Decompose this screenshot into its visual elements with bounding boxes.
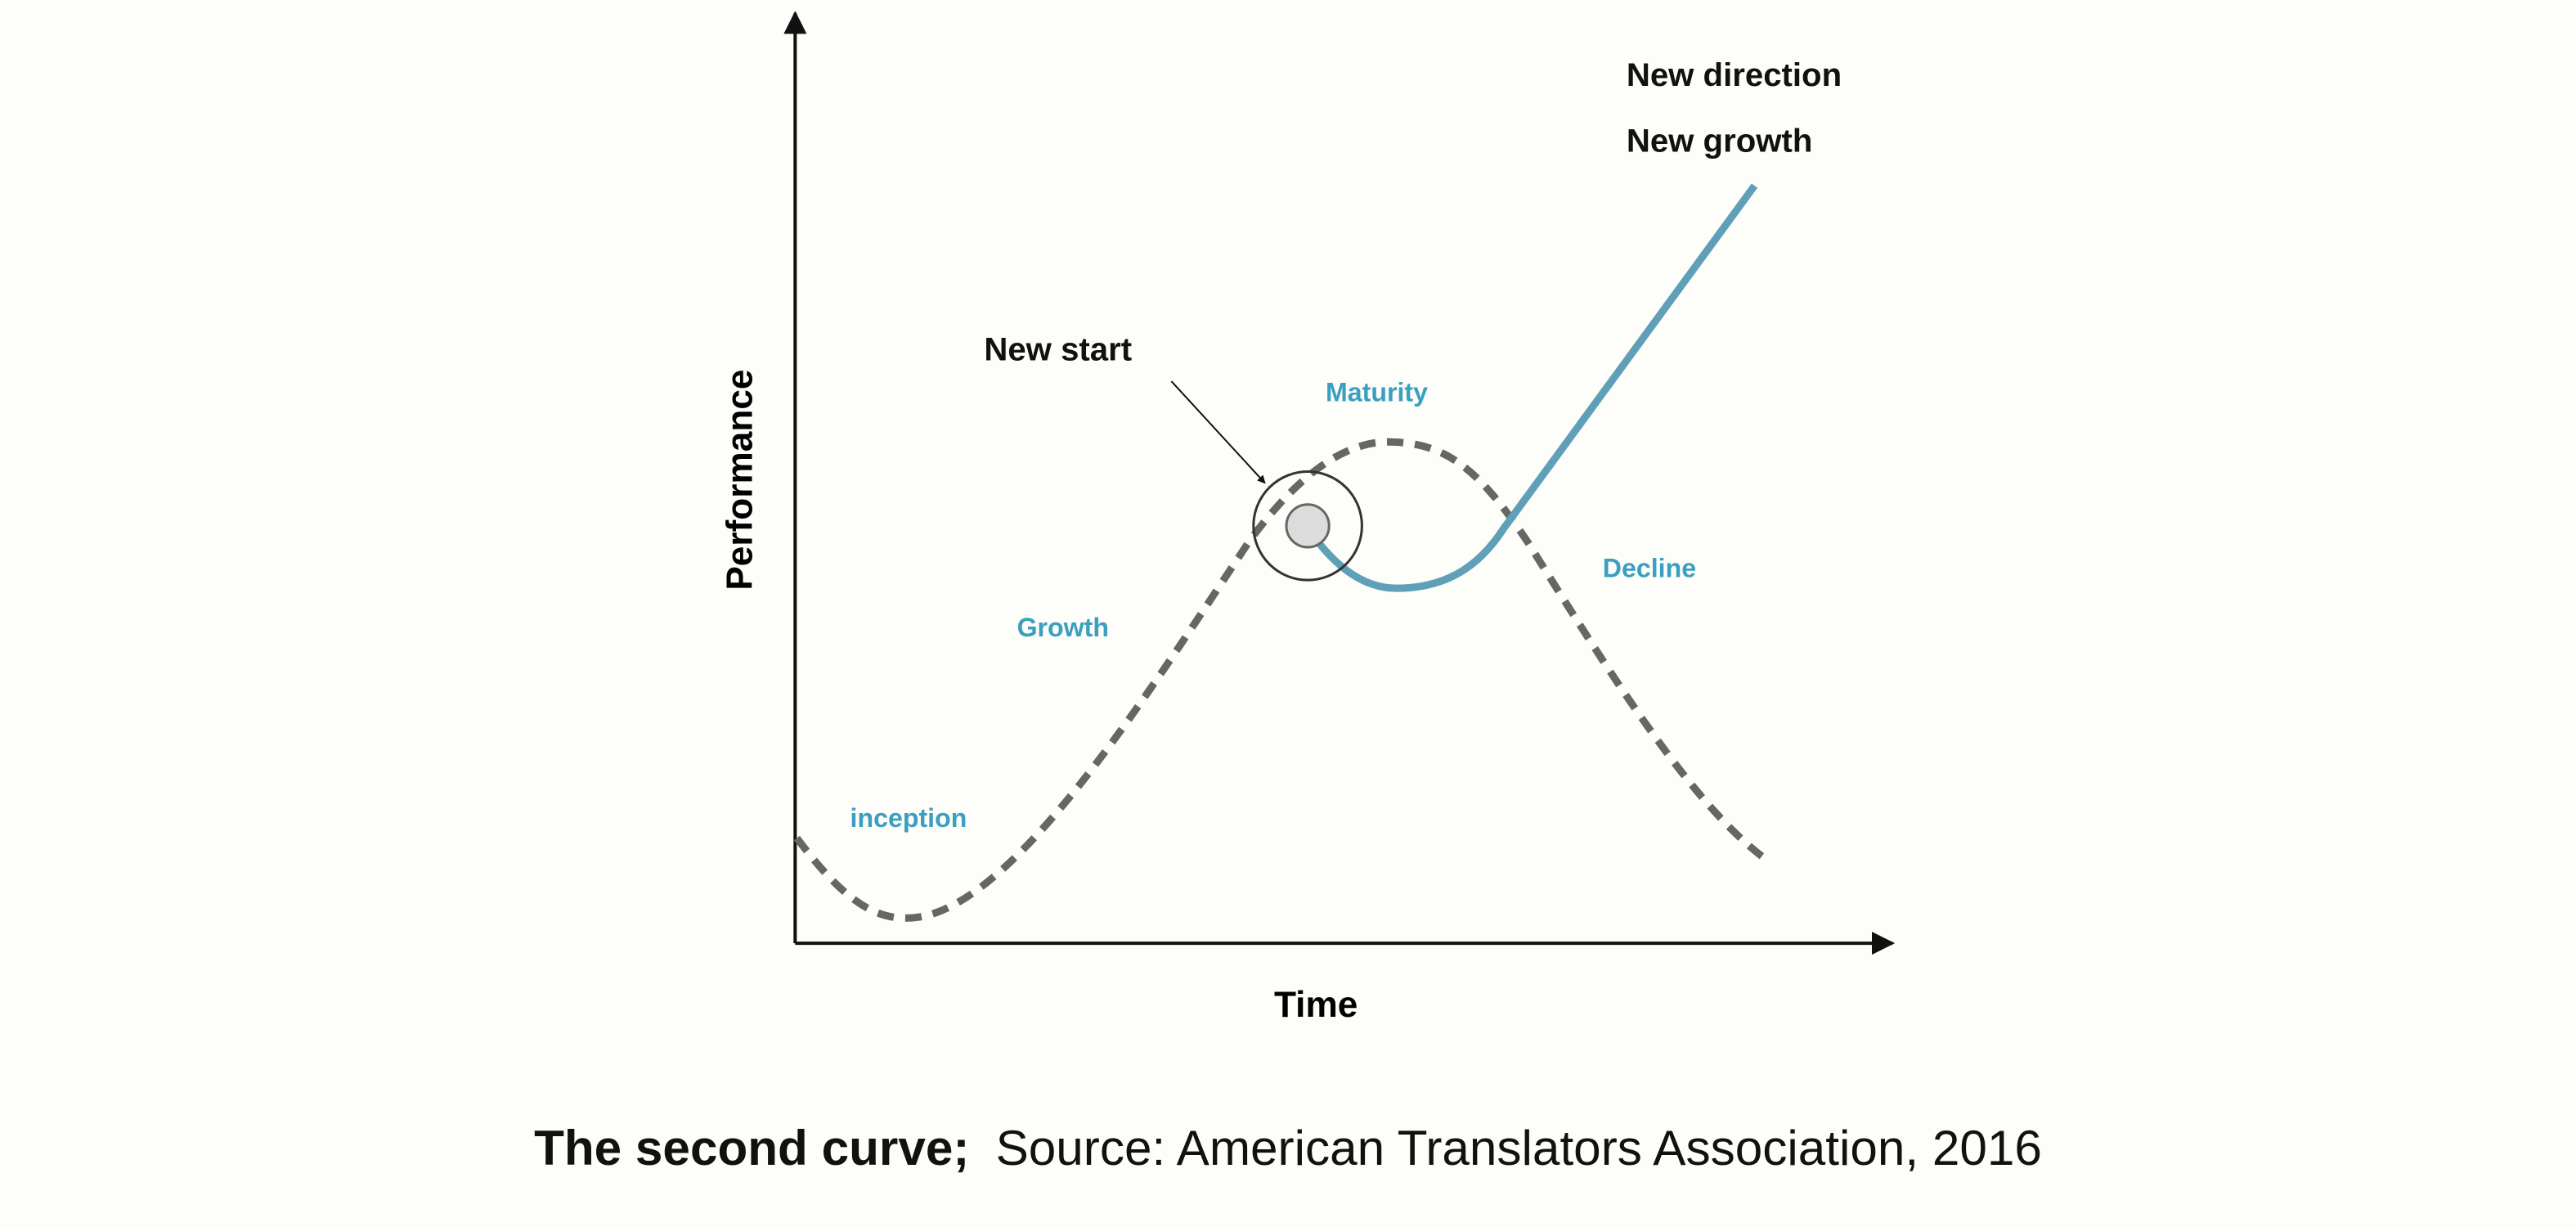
second-curve [1295,183,1758,592]
stage-label: Maturity [1326,378,1428,407]
caption-source: Source: American Translators Association… [996,1120,2042,1175]
annotation: New growth [1627,122,1813,159]
x-axis-label: Time [1274,985,1358,1025]
pointer-arrow [1170,380,1266,484]
focus-point [1285,503,1331,549]
caption-title: The second curve; [534,1120,969,1175]
caption: The second curve; Source: American Transl… [534,1120,2042,1175]
focus-ring [1252,470,1363,582]
annotation: New direction [1627,56,1842,93]
annotation: New start [984,331,1132,368]
first-curve [793,438,1769,922]
stage-label: Decline [1603,554,1696,583]
stage-label: inception [850,803,967,833]
y-axis-label: Performance [720,370,761,591]
stage-label: Growth [1017,613,1109,642]
